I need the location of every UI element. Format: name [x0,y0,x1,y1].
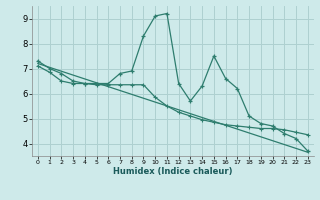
X-axis label: Humidex (Indice chaleur): Humidex (Indice chaleur) [113,167,233,176]
